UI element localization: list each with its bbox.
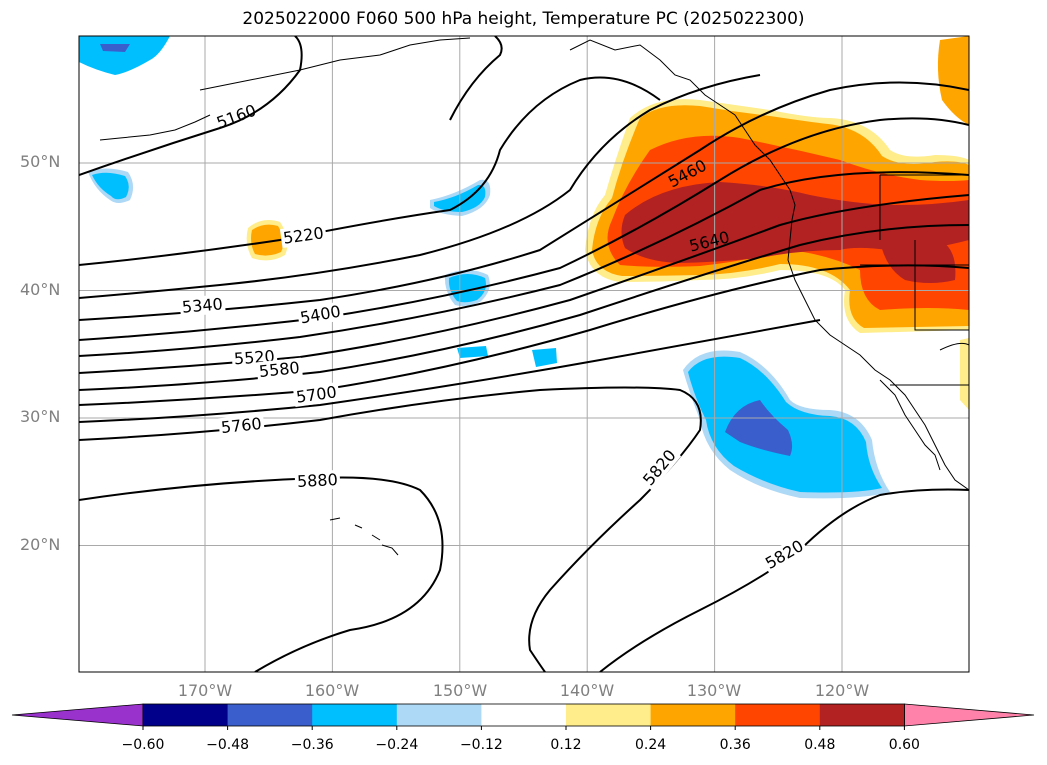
lon-label: 160°W — [304, 681, 360, 700]
warm-anomaly-fills — [246, 36, 969, 410]
colorbar-tick-label: −0.60 — [121, 737, 165, 753]
colorbar — [11, 703, 1035, 730]
colorbar-segment — [481, 704, 567, 726]
contour-5520 — [79, 171, 969, 357]
mexico-coast — [939, 342, 969, 351]
lon-label: 150°W — [432, 681, 488, 700]
map-frame — [78, 35, 970, 673]
height-contours — [79, 36, 969, 672]
baja-peninsula — [879, 379, 941, 471]
lon-label: 140°W — [559, 681, 615, 700]
aleutian-islands — [99, 114, 211, 141]
colorbar-segment — [566, 704, 652, 726]
contour-5820-west — [79, 386, 702, 672]
shaded-anomalies — [79, 36, 969, 499]
lon-label: 120°W — [814, 681, 870, 700]
colorbar-tick-label: −0.48 — [206, 737, 250, 753]
contour-5340 — [79, 74, 761, 299]
colorbar-segment — [227, 704, 313, 726]
colorbar-tick-label: 0.36 — [719, 737, 751, 753]
map-title: 2025022000 F060 500 hPa height, Temperat… — [242, 9, 805, 29]
alaska-coast — [199, 37, 471, 91]
colorbar-frame — [142, 703, 905, 727]
contour-5820-east — [599, 488, 969, 672]
colorbar-tick-label: 0.12 — [550, 737, 582, 753]
colorbar-segment — [312, 704, 398, 726]
colorbar-tick-label: 0.48 — [804, 737, 836, 753]
cold-anomaly-fills — [79, 36, 890, 499]
colorbar-extend-high — [904, 703, 1035, 727]
colorbar-tick-label: −0.36 — [290, 737, 334, 753]
colorbar-segment — [650, 704, 736, 726]
lat-label: 40°N — [20, 280, 61, 299]
contour-5880 — [79, 476, 444, 672]
contour-5400 — [79, 81, 969, 321]
lat-label: 30°N — [20, 407, 61, 426]
north-america-coast — [569, 39, 969, 491]
contour-label: 5340 — [179, 294, 226, 317]
contour-5640 — [79, 224, 969, 391]
contour-5160 — [79, 36, 303, 176]
colorbar-tick-label: 0.60 — [888, 737, 920, 753]
lat-label: 20°N — [20, 535, 61, 554]
border-line-3 — [914, 240, 969, 331]
lon-label: 130°W — [686, 681, 742, 700]
contour-arc-north — [449, 36, 503, 121]
hawaii-islands — [329, 517, 399, 556]
contour-5460 — [79, 117, 969, 341]
coastlines — [99, 37, 969, 556]
contour-5220 — [79, 76, 661, 266]
contour-5760 — [79, 319, 821, 423]
colorbar-segment — [396, 704, 482, 726]
colorbar-tick-label: −0.24 — [375, 737, 419, 753]
colorbar-tick-label: −0.12 — [459, 737, 503, 753]
colorbar-segment — [735, 704, 821, 726]
lon-label: 170°W — [177, 681, 233, 700]
colorbar-segment — [819, 704, 905, 726]
colorbar-tick-label: 0.24 — [635, 737, 667, 753]
lat-label: 50°N — [20, 152, 61, 171]
colorbar-segment — [143, 704, 229, 726]
colorbar-extend-low — [11, 703, 144, 727]
contour-5700 — [79, 264, 969, 406]
contour-label: 5880 — [294, 469, 341, 492]
